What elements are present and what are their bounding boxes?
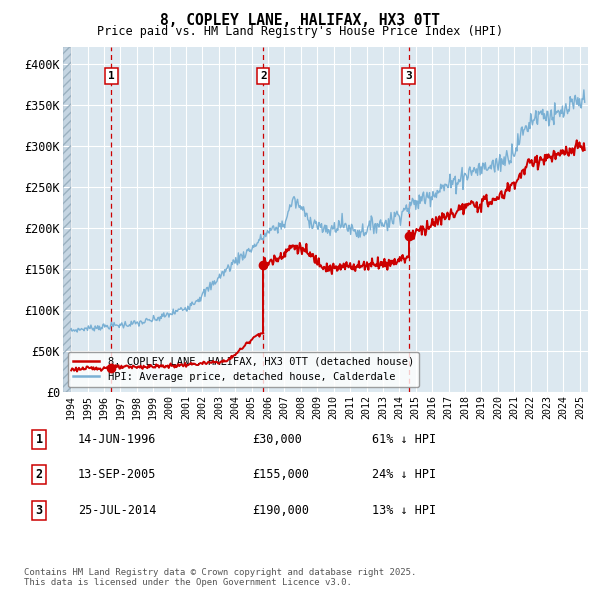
- Text: £190,000: £190,000: [252, 504, 309, 517]
- Text: Price paid vs. HM Land Registry's House Price Index (HPI): Price paid vs. HM Land Registry's House …: [97, 25, 503, 38]
- Text: 25-JUL-2014: 25-JUL-2014: [78, 504, 157, 517]
- Text: 8, COPLEY LANE, HALIFAX, HX3 0TT: 8, COPLEY LANE, HALIFAX, HX3 0TT: [160, 13, 440, 28]
- Text: 24% ↓ HPI: 24% ↓ HPI: [372, 468, 436, 481]
- Text: 61% ↓ HPI: 61% ↓ HPI: [372, 433, 436, 446]
- Text: 13-SEP-2005: 13-SEP-2005: [78, 468, 157, 481]
- Text: 2: 2: [35, 468, 43, 481]
- Text: 14-JUN-1996: 14-JUN-1996: [78, 433, 157, 446]
- Text: 13% ↓ HPI: 13% ↓ HPI: [372, 504, 436, 517]
- Bar: [63, 47, 71, 392]
- Text: £30,000: £30,000: [252, 433, 302, 446]
- Text: Contains HM Land Registry data © Crown copyright and database right 2025.
This d: Contains HM Land Registry data © Crown c…: [24, 568, 416, 587]
- Text: 2: 2: [260, 71, 266, 81]
- Legend: 8, COPLEY LANE, HALIFAX, HX3 0TT (detached house), HPI: Average price, detached : 8, COPLEY LANE, HALIFAX, HX3 0TT (detach…: [68, 352, 419, 387]
- Text: 3: 3: [35, 504, 43, 517]
- Text: £155,000: £155,000: [252, 468, 309, 481]
- Text: 3: 3: [405, 71, 412, 81]
- Text: 1: 1: [108, 71, 115, 81]
- Bar: [63, 47, 71, 392]
- Text: 1: 1: [35, 433, 43, 446]
